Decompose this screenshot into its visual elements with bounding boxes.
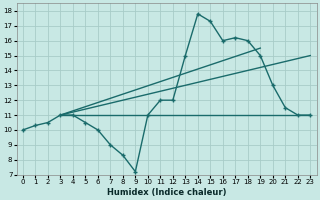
X-axis label: Humidex (Indice chaleur): Humidex (Indice chaleur) [107, 188, 226, 197]
